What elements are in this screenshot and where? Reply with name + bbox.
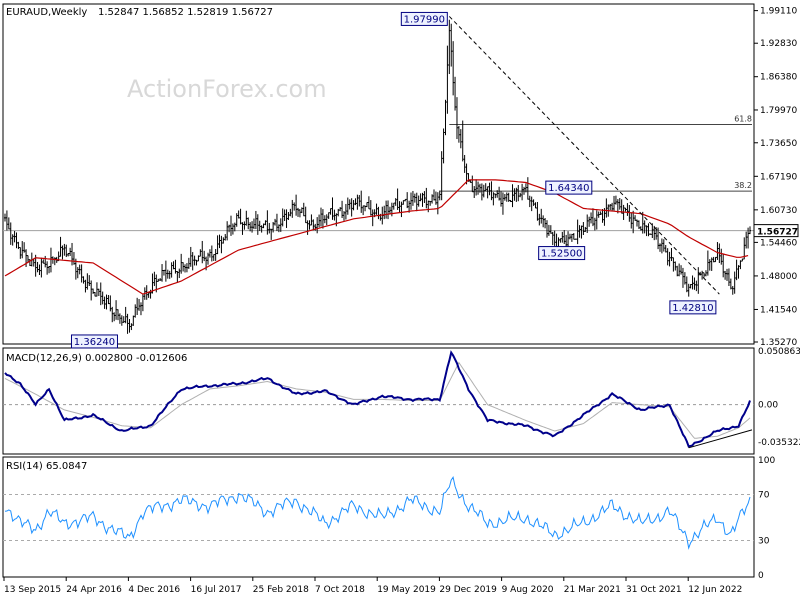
price-annotation-label: 1.42810 <box>672 303 713 314</box>
price-panel-frame <box>2 3 755 345</box>
price-tick-label: 1.99110 <box>760 7 797 17</box>
x-tick-label: 19 May 2019 <box>377 585 436 595</box>
price-annotation-box <box>70 334 118 349</box>
x-tick-label: 9 Aug 2020 <box>502 585 554 595</box>
macd-main-line <box>4 350 751 448</box>
price-annotation-box <box>538 246 586 261</box>
watermark: ActionForex.com <box>127 75 327 103</box>
macd-title: MACD(12,26,9) 0.002800 -0.012606 <box>6 353 187 364</box>
price-tick-label: 1.86380 <box>760 73 797 83</box>
x-tick-label: 31 Oct 2021 <box>626 585 682 595</box>
price-tick-label: 1.92830 <box>760 39 797 49</box>
price-layer: 61.8 38.2 1.97990 1.64340 1.52500 1.42810 1.36… <box>3 11 754 349</box>
price-tick-label: 1.41540 <box>760 305 797 315</box>
axis-layer: 1.99110 1.92830 1.86380 1.79970 1.73650 1.671… <box>3 7 800 595</box>
rsi-tick-label: 30 <box>758 537 770 547</box>
price-annotation-label: 1.97990 <box>404 14 445 25</box>
x-tick-label: 24 Apr 2016 <box>66 585 122 595</box>
macd-tick-label: 0.00 <box>758 401 778 411</box>
x-tick-label: 16 Jul 2017 <box>191 585 242 595</box>
x-tick-label: 4 Dec 2016 <box>128 585 180 595</box>
macd-layer <box>3 350 754 449</box>
x-tick-label: 7 Oct 2018 <box>315 585 365 595</box>
ohlc-label: 1.52847 1.56852 1.52819 1.56727 <box>98 7 273 18</box>
rsi-tick-label: 100 <box>758 456 775 466</box>
fib-level-label: 61.8 <box>734 115 752 124</box>
x-tick-label: 25 Feb 2018 <box>253 585 309 595</box>
macd-tick-label: -0.035322 <box>758 438 800 448</box>
price-tick-label: 1.73650 <box>760 139 797 149</box>
x-tick-label: 29 Dec 2019 <box>439 585 497 595</box>
symbol-label: EURAUD,Weekly <box>6 7 87 18</box>
rsi-tick-label: 70 <box>758 491 770 501</box>
price-annotation-label: 1.36240 <box>74 337 115 348</box>
rsi-panel-frame <box>2 456 755 578</box>
price-tick-label: 1.48000 <box>760 272 797 282</box>
rsi-title: RSI(14) 65.0847 <box>6 461 87 472</box>
rsi-line <box>4 476 751 550</box>
price-tick-label: 1.35270 <box>760 338 797 348</box>
price-tick-label: 1.79970 <box>760 106 797 116</box>
rsi-layer <box>3 476 754 550</box>
price-annotation-label: 1.52500 <box>541 249 582 260</box>
price-annotation-label: 1.64340 <box>548 183 589 194</box>
fib-level-label: 38.2 <box>734 181 752 190</box>
macd-panel-frame <box>2 347 755 455</box>
x-tick-label: 21 Mar 2021 <box>564 585 621 595</box>
price-tick-label: 1.60730 <box>760 206 797 216</box>
trendline <box>448 16 720 295</box>
current-price-label: 1.56727 <box>757 228 798 238</box>
price-annotation-box <box>400 11 448 26</box>
price-tick-label: 1.67190 <box>760 172 797 182</box>
current-price-box <box>753 224 799 238</box>
sma-line <box>4 179 749 295</box>
macd-trendline <box>688 429 753 449</box>
price-annotation-box <box>545 180 593 195</box>
macd-tick-label: 0.050863 <box>758 347 800 357</box>
rsi-tick-label: 0 <box>758 571 764 581</box>
price-annotation-box <box>669 300 717 315</box>
x-tick-label: 12 Jun 2022 <box>688 585 742 595</box>
x-tick-label: 13 Sep 2015 <box>4 585 61 595</box>
price-tick-label: 1.54460 <box>760 238 797 248</box>
